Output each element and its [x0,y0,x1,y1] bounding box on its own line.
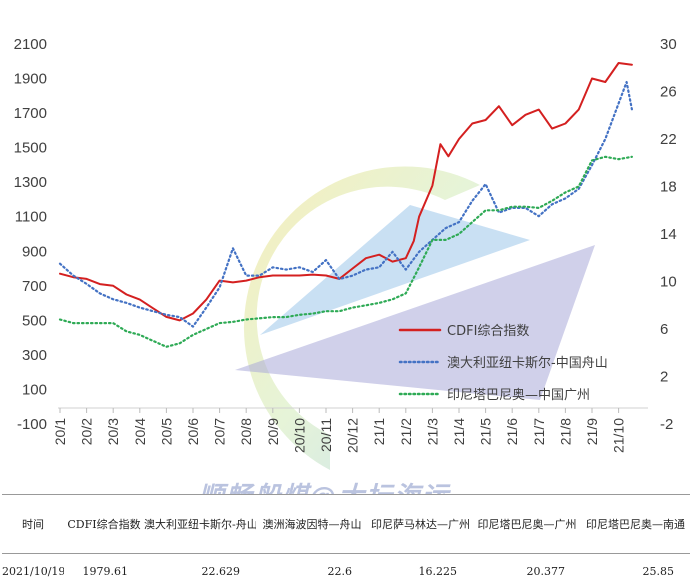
y-right-tick-label: 14 [660,226,677,243]
x-tick-label: 21/7 [531,418,547,445]
y-left-tick-label: 1100 [15,209,47,226]
dual-axis-line-chart: 2100 1900 1700 1500 1300 1100 900 700 500 300 100 -… [14,36,677,494]
legend-label-2: 澳大利亚纽卡斯尔-中国舟山 [447,355,608,371]
table-cell: 22.629 [201,564,241,578]
watermark-text: 顺畅船煤@大坛海运 [197,482,451,494]
x-tick-label: 21/6 [504,418,520,445]
x-tick-label: 20/2 [79,418,95,445]
y-left-tick-label: -100 [17,416,47,433]
y-left-tick-label: 100 [22,381,47,398]
x-tick-label: 21/4 [451,418,467,445]
data-table: 时间 CDFI综合指数 澳大利亚纽卡斯尔-舟山 澳洲海波因特—舟山 印尼萨马林达… [0,494,692,588]
table-cell: 20.377 [526,564,566,578]
y-left-tick-label: 1700 [14,105,47,122]
table-cell: 25.85 [642,564,675,578]
y-right-tick-label: 6 [660,321,668,338]
y-left-tick-label: 700 [22,278,47,295]
x-tick-label: 20/5 [158,418,174,445]
series-line-2 [58,80,634,328]
y-right-tick-label: -2 [660,416,673,433]
x-tick-label: 21/5 [478,418,494,445]
y-right-tick-label: 18 [660,179,677,196]
x-tick-label: 20/12 [345,418,361,453]
x-tick-label: 21/9 [584,418,600,445]
y-right-tick-label: 10 [660,274,677,291]
y-right-tick-label: 26 [660,84,677,101]
y-right-tick-label: 30 [660,36,677,53]
x-tick-label: 20/7 [212,418,228,445]
x-tick-label: 21/1 [371,418,387,445]
table-header-cell: 时间 [2,494,64,554]
table-cell: 1979.61 [82,564,129,578]
table-cell: 2021/10/19 [2,564,64,578]
x-tick-label: 20/1 [52,418,68,445]
y-left-tick-label: 1900 [14,71,47,88]
x-tick-label: 21/2 [398,418,414,445]
table-header-row: 时间 CDFI综合指数 澳大利亚纽卡斯尔-舟山 澳洲海波因特—舟山 印尼萨马林达… [2,494,690,554]
y-left-tick-label: 900 [22,243,47,260]
legend-label-1: CDFI综合指数 [447,324,529,339]
x-tick-label: 20/10 [291,418,307,453]
table-row: 2021/10/19 1979.61 22.629 22.6 16.225 20… [2,554,690,588]
x-tick-label: 21/3 [424,418,440,445]
y-left-tick-label: 1500 [14,140,47,157]
table-header-cell: 澳洲海波因特—舟山 [256,494,368,554]
y-left-tick-label: 300 [22,347,47,364]
x-tick-label: 20/8 [238,418,254,445]
x-tick-label: 20/6 [185,418,201,445]
table-header-cell: 澳大利亚纽卡斯尔-舟山 [144,494,256,554]
logo-watermark-graphic [235,166,595,470]
y-right-tick-label: 22 [660,131,677,148]
x-tick-label: 21/8 [557,418,573,445]
series-line-3 [58,155,634,348]
table-cell: 16.225 [418,564,458,578]
y-left-tick-label: 2100 [14,36,47,53]
x-tick-label: 21/10 [611,418,627,453]
table-header-cell: CDFI综合指数 [64,494,144,554]
y-left-tick-label: 500 [22,312,47,329]
legend-label-3: 印尼塔巴尼奥—中国广州 [447,388,590,403]
table-header-cell: 印尼塔巴尼奥—南通 [581,494,690,554]
table-header-cell: 印尼塔巴尼奥—广州 [473,494,581,554]
y-left-tick-label: 1300 [14,174,47,191]
y-right-tick-label: 2 [660,369,668,386]
x-tick-label: 20/4 [132,418,148,445]
axes: 2100 1900 1700 1500 1300 1100 900 700 500 300 100 -… [14,36,677,453]
x-tick-label: 20/9 [265,418,281,445]
series-lines [58,62,634,348]
x-tick-label: 20/3 [105,418,121,445]
table-header-cell: 印尼萨马林达—广州 [368,494,473,554]
table-cell: 22.6 [327,564,353,578]
x-tick-label: 20/11 [318,418,334,452]
